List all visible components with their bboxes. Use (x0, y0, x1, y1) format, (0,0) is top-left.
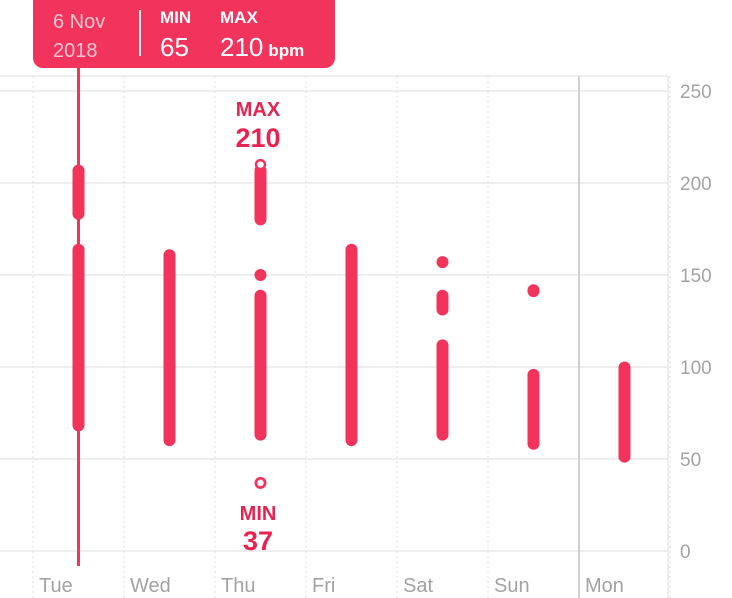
x-tick-label-mon: Mon (585, 575, 624, 597)
min-annotation-value: 37 (243, 526, 273, 556)
y-axis-ticks: 0 50 100 150 200 250 (680, 82, 712, 563)
tooltip-min-value: 65 (160, 32, 189, 62)
x-tick-label-thu: Thu (221, 575, 255, 597)
range-bar-thu-1 (254, 289, 267, 441)
tooltip-max-value: 210 bpm (220, 32, 304, 66)
range-bar-sat-0 (436, 339, 449, 441)
max-annotation-value: 210 (235, 123, 280, 153)
range-bar-thu-0 (254, 164, 267, 226)
tooltip-separator (139, 10, 141, 56)
x-tick-label-tue: Tue (39, 575, 73, 597)
y-tick-label-150: 150 (680, 266, 712, 287)
range-point-thu-0 (254, 269, 267, 281)
tooltip-date: 6 Nov 2018 (53, 8, 105, 66)
range-point-sat-0 (436, 256, 449, 269)
grid-lines (0, 75, 671, 598)
y-tick-label-100: 100 (680, 358, 712, 379)
max-marker (254, 158, 267, 171)
selection-tooltip[interactable]: 6 Nov 2018 MIN 65 MAX 210 bpm (33, 0, 335, 68)
tooltip-unit: bpm (268, 41, 305, 60)
x-tick-label-wed: Wed (130, 575, 171, 597)
range-bar-sun-0 (527, 368, 540, 450)
y-tick-label-50: 50 (680, 450, 701, 471)
range-bar-sun-1 (527, 284, 540, 298)
x-tick-label-sun: Sun (494, 575, 530, 597)
range-bar-fri-0 (345, 243, 358, 447)
max-annotation-label: MAX (236, 99, 281, 121)
range-bar-sat-1 (436, 289, 449, 316)
tooltip-min-label: MIN (160, 8, 192, 27)
x-tick-label-sat: Sat (403, 575, 433, 597)
x-tick-label-fri: Fri (312, 575, 335, 597)
min-annotation-label: MIN (240, 503, 277, 525)
x-axis-ticks: Tue Wed Thu Fri Sat Sun Mon (39, 575, 624, 597)
y-tick-label-250: 250 (680, 82, 712, 103)
min-marker (254, 477, 267, 489)
range-bars (72, 158, 631, 489)
tooltip-max-label: MAX (220, 8, 258, 27)
tooltip-date-year: 2018 (53, 40, 98, 62)
tooltip-max-number: 210 (220, 32, 264, 62)
range-bar-wed-0 (163, 249, 176, 447)
y-tick-label-200: 200 (680, 174, 712, 195)
y-tick-label-0: 0 (680, 542, 691, 563)
tooltip-date-day: 6 Nov (53, 11, 106, 33)
range-bar-mon-0 (618, 361, 631, 463)
